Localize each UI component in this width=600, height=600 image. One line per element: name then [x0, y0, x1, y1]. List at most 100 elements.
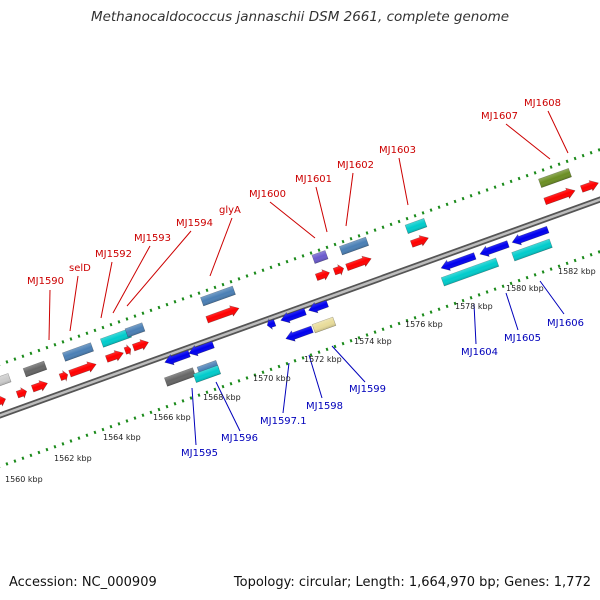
gene-feature[interactable] [404, 218, 428, 234]
gene-label-mj1608[interactable]: MJ1608 [524, 98, 561, 109]
gene-label-mj1599[interactable]: MJ1599 [349, 384, 386, 395]
gene-label-mj1605[interactable]: MJ1605 [504, 333, 541, 344]
leader-line [473, 303, 477, 345]
scale-label: 1578 kbp [455, 302, 493, 311]
leader-line [112, 245, 151, 314]
reverse-cds-arrow[interactable] [279, 306, 307, 325]
forward-cds-arrow[interactable] [314, 267, 332, 282]
gene-label-mj1590[interactable]: MJ1590 [27, 276, 64, 287]
gene-label-mj1604[interactable]: MJ1604 [461, 347, 498, 358]
reverse-cds-arrow[interactable] [284, 324, 314, 344]
forward-cds-arrow[interactable] [123, 344, 132, 356]
reverse-cds-arrow[interactable] [265, 317, 277, 331]
leader-line [315, 186, 328, 233]
scale-label: 1564 kbp [103, 433, 141, 442]
gene-feature[interactable] [192, 365, 222, 383]
forward-cds-arrow[interactable] [131, 337, 151, 353]
gene-label-seld[interactable]: selD [69, 263, 91, 274]
forward-cds-arrow[interactable] [332, 263, 345, 277]
gene-label-mj1600[interactable]: MJ1600 [249, 189, 286, 200]
forward-cds-arrow[interactable] [58, 369, 69, 382]
forward-cds-arrow[interactable] [68, 359, 98, 379]
leader-line [282, 362, 290, 414]
scale-label: 1560 kbp [5, 475, 43, 484]
genome-summary-text: Topology: circular; Length: 1,664,970 bp… [233, 575, 591, 590]
scale-labels: 1560 kbp 1562 kbp 1564 kbp 1566 kbp 1568… [5, 267, 596, 484]
forward-cds-arrow[interactable] [15, 386, 28, 400]
gene-feature[interactable] [338, 236, 370, 256]
leader-line [505, 123, 551, 160]
leader-line [215, 381, 241, 432]
forward-cds-arrow[interactable] [205, 303, 241, 325]
gene-label-mj1606[interactable]: MJ1606 [547, 318, 584, 329]
scale-label: 1562 kbp [54, 454, 92, 463]
scale-label: 1568 kbp [203, 393, 241, 402]
gene-features [0, 168, 600, 408]
forward-cds-arrow[interactable] [410, 233, 431, 249]
forward-cds-arrow[interactable] [105, 348, 126, 364]
gene-feature[interactable] [511, 238, 553, 262]
gene-label-mj1596[interactable]: MJ1596 [221, 433, 258, 444]
gene-label-mj1598[interactable]: MJ1598 [306, 401, 343, 412]
leader-line [345, 172, 354, 227]
gene-feature[interactable] [200, 285, 236, 307]
gene-label-mj1601[interactable]: MJ1601 [295, 174, 332, 185]
gene-feature[interactable] [311, 316, 337, 334]
gene-feature[interactable] [62, 342, 94, 362]
reverse-cds-arrow[interactable] [439, 251, 477, 274]
scale-label: 1580 kbp [506, 284, 544, 293]
scale-label: 1566 kbp [153, 413, 191, 422]
reverse-cds-arrow[interactable] [187, 339, 215, 358]
leader-line [269, 201, 316, 239]
gene-feature[interactable] [0, 373, 12, 387]
leader-line [69, 275, 79, 332]
gene-label-glya[interactable]: glyA [219, 205, 241, 216]
reverse-cds-arrow[interactable] [478, 239, 510, 260]
gene-label-mj1607[interactable]: MJ1607 [481, 111, 518, 122]
scale-label: 1576 kbp [405, 320, 443, 329]
gene-label-mj1602[interactable]: MJ1602 [337, 160, 374, 171]
gene-label-mj1595[interactable]: MJ1595 [181, 448, 218, 459]
gene-feature[interactable] [124, 322, 146, 338]
forward-cds-arrow[interactable] [0, 394, 8, 408]
gene-feature[interactable] [311, 250, 329, 264]
scale-label: 1582 kbp [558, 267, 596, 276]
leader-line [308, 354, 323, 399]
leader-line [126, 230, 192, 307]
reverse-tick-track [0, 249, 600, 469]
leader-line [539, 280, 565, 315]
leader-line [209, 217, 233, 277]
forward-cds-arrow[interactable] [345, 253, 373, 272]
reverse-cds-arrow[interactable] [510, 224, 550, 247]
gene-label-mj1594[interactable]: MJ1594 [176, 218, 213, 229]
gene-label-mj1597-1[interactable]: MJ1597.1 [260, 416, 307, 427]
gene-feature[interactable] [440, 257, 500, 287]
leader-line [100, 261, 113, 319]
gene-feature[interactable] [100, 328, 132, 348]
leader-line [398, 157, 409, 206]
leader-line [191, 387, 197, 446]
gene-label-mj1593[interactable]: MJ1593 [134, 233, 171, 244]
genome-backbone [0, 196, 600, 419]
gene-label-mj1603[interactable]: MJ1603 [379, 145, 416, 156]
leader-line [48, 289, 51, 341]
gene-feature[interactable] [22, 360, 48, 378]
label-leader-lines [48, 110, 569, 446]
reverse-cds-arrow[interactable] [163, 348, 191, 367]
scale-label: 1574 kbp [354, 337, 392, 346]
forward-cds-arrow[interactable] [30, 378, 50, 394]
gene-label-mj1592[interactable]: MJ1592 [95, 249, 132, 260]
scale-label: 1570 kbp [253, 374, 291, 383]
forward-gene-labels: MJ1590 selD MJ1592 MJ1593 MJ1594 glyA MJ… [27, 98, 561, 287]
genome-title: Methanocaldococcus jannaschii DSM 2661, … [90, 9, 510, 25]
reverse-cds-arrow[interactable] [307, 298, 330, 315]
leader-line [547, 110, 569, 154]
forward-cds-arrow[interactable] [580, 178, 600, 194]
leader-line [505, 292, 519, 331]
accession-text: Accession: NC_000909 [9, 575, 157, 590]
gene-feature[interactable] [164, 367, 196, 387]
gene-feature[interactable] [538, 168, 572, 188]
forward-cds-arrow[interactable] [543, 185, 577, 206]
leader-line [331, 345, 366, 383]
